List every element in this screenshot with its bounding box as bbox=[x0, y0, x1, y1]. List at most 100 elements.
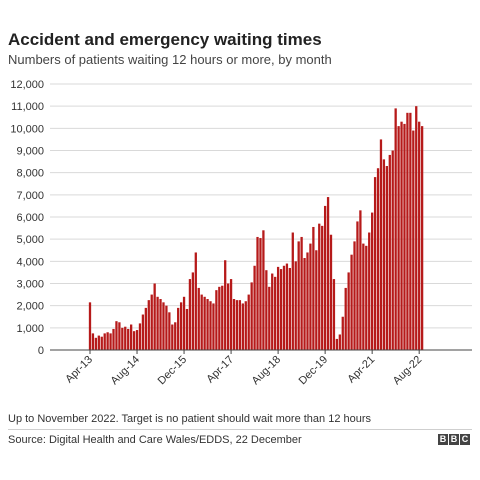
logo-letter: B bbox=[438, 434, 448, 445]
bar bbox=[232, 299, 236, 350]
y-tick-label: 8,000 bbox=[16, 168, 44, 180]
bar bbox=[344, 287, 347, 350]
bar bbox=[177, 307, 180, 350]
x-tick-label: Apr-21 bbox=[345, 354, 377, 386]
bar bbox=[109, 333, 112, 351]
bar bbox=[262, 230, 265, 350]
bar bbox=[259, 238, 262, 350]
bar bbox=[235, 300, 239, 351]
bar bbox=[118, 322, 121, 350]
bar bbox=[382, 159, 386, 350]
bar bbox=[409, 112, 412, 350]
bar bbox=[420, 126, 424, 350]
y-tick-label: 6,000 bbox=[16, 212, 44, 224]
bar bbox=[347, 272, 350, 350]
bar bbox=[285, 263, 289, 350]
bar bbox=[130, 324, 133, 350]
bar bbox=[391, 150, 394, 350]
source-note: Source: Digital Health and Care Wales/ED… bbox=[8, 434, 302, 446]
bar bbox=[100, 336, 103, 350]
x-tick-label: Aug-14 bbox=[109, 354, 143, 388]
bar bbox=[297, 241, 300, 350]
y-tick-label: 1,000 bbox=[16, 323, 44, 335]
y-tick-label: 9,000 bbox=[16, 146, 44, 158]
bar bbox=[185, 308, 189, 350]
bar bbox=[165, 305, 168, 350]
bar bbox=[147, 300, 150, 351]
bar bbox=[329, 234, 333, 350]
bar bbox=[106, 332, 109, 350]
logo-letter: C bbox=[460, 434, 470, 445]
bar bbox=[323, 205, 327, 350]
bar bbox=[112, 328, 115, 350]
x-tick-label: Dec-19 bbox=[297, 354, 331, 388]
bar bbox=[403, 123, 406, 351]
bar bbox=[229, 279, 233, 350]
bar bbox=[332, 279, 336, 350]
bar bbox=[162, 302, 165, 350]
footer-divider bbox=[8, 429, 472, 430]
bar-chart: 0 1,000 2,000 3,000 4,000 5,000 6,000 7,000 8,00… bbox=[10, 79, 472, 387]
bar bbox=[274, 276, 277, 350]
bar bbox=[153, 283, 156, 350]
bar bbox=[406, 112, 409, 350]
bar bbox=[150, 294, 153, 350]
bar bbox=[397, 126, 400, 350]
y-tick-label: 7,000 bbox=[16, 190, 44, 202]
bar bbox=[135, 330, 139, 350]
bar bbox=[362, 243, 365, 350]
bar bbox=[179, 302, 183, 350]
y-tick-label: 5,000 bbox=[16, 234, 44, 246]
bar bbox=[244, 301, 247, 350]
bar bbox=[206, 299, 209, 350]
bar bbox=[365, 245, 368, 350]
y-tick-label: 3,000 bbox=[16, 279, 44, 291]
bar bbox=[279, 269, 283, 350]
bar bbox=[215, 290, 218, 350]
bar bbox=[300, 236, 303, 350]
bar bbox=[282, 265, 286, 350]
logo-letter: B bbox=[449, 434, 459, 445]
bar bbox=[321, 225, 324, 350]
bar bbox=[209, 301, 212, 350]
y-tick-label: 12,000 bbox=[10, 79, 44, 91]
bar bbox=[238, 300, 242, 351]
bar bbox=[212, 303, 215, 350]
bar bbox=[156, 296, 159, 350]
bar bbox=[256, 236, 259, 350]
bar bbox=[359, 210, 362, 350]
x-tick-label: Dec-15 bbox=[156, 354, 190, 388]
bar bbox=[379, 139, 383, 350]
bar bbox=[241, 303, 244, 350]
bar bbox=[197, 287, 200, 350]
bar bbox=[385, 166, 388, 350]
bar bbox=[132, 331, 136, 350]
bar bbox=[94, 337, 98, 350]
y-tick-label: 0 bbox=[38, 345, 44, 357]
bar bbox=[291, 232, 294, 350]
bar bbox=[144, 307, 147, 350]
y-tick-label: 2,000 bbox=[16, 301, 44, 313]
bar bbox=[271, 273, 274, 350]
bar bbox=[182, 296, 186, 350]
bar bbox=[412, 130, 415, 350]
x-tick-label: Apr-17 bbox=[204, 354, 236, 386]
bar bbox=[168, 312, 171, 350]
y-tick-label: 10,000 bbox=[10, 123, 44, 135]
bar bbox=[221, 285, 224, 350]
bar bbox=[400, 121, 403, 351]
bar bbox=[124, 326, 127, 350]
bar bbox=[250, 282, 253, 350]
bar bbox=[200, 294, 203, 350]
bar bbox=[326, 197, 330, 350]
bar bbox=[247, 294, 250, 350]
bar bbox=[335, 338, 339, 350]
bar bbox=[356, 221, 359, 350]
x-axis-tick-labels: Apr-13 Aug-14 Dec-15 Apr-17 Aug-18 Dec-19 Apr-… bbox=[63, 350, 424, 387]
bar bbox=[174, 322, 177, 350]
bar bbox=[97, 335, 100, 350]
bar bbox=[226, 283, 230, 350]
bar bbox=[368, 232, 371, 350]
bar bbox=[141, 314, 145, 350]
bar bbox=[294, 261, 297, 350]
